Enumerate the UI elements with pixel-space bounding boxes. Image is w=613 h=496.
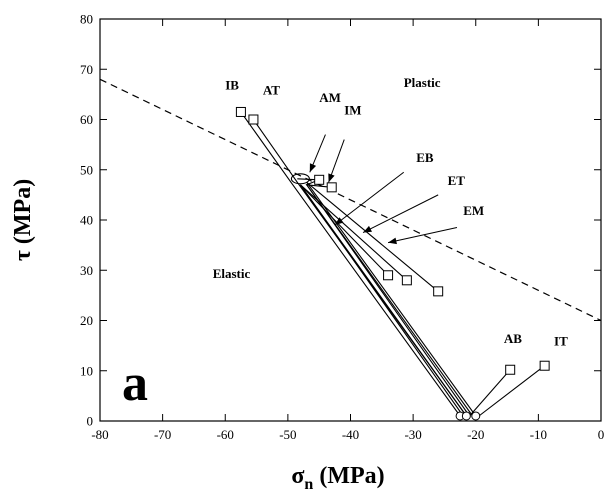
- x-axis-label-subscript: n: [304, 476, 313, 493]
- arrows: [309, 134, 458, 245]
- envelope-line: [99, 78, 602, 322]
- region-label-plastic: Plastic: [404, 75, 441, 90]
- series-am-path: [297, 178, 470, 417]
- x-tick-label-2: -60: [217, 427, 234, 442]
- series-im-path: [305, 184, 474, 417]
- plot-frame: [99, 18, 602, 422]
- y-tick-label-6: 60: [80, 112, 93, 127]
- series-em-path: [306, 181, 477, 417]
- arrow-head-2: [334, 217, 344, 226]
- x-tick-label-4: -40: [342, 427, 359, 442]
- square-marker-6: [433, 286, 444, 297]
- label-it: IT: [554, 334, 568, 349]
- square-marker-1: [248, 114, 259, 125]
- label-at: AT: [263, 82, 280, 97]
- series-ab-path: [469, 369, 511, 417]
- x-tick-label-8: 0: [598, 427, 605, 442]
- arrow-head-4: [388, 237, 397, 245]
- label-eb: EB: [416, 150, 434, 165]
- panel-label: a: [122, 355, 148, 412]
- square-marker-5: [401, 275, 412, 286]
- label-ib: IB: [225, 77, 239, 92]
- label-am: AM: [319, 90, 341, 105]
- x-tick-label-0: -80: [91, 427, 108, 442]
- loop-ellipse: [290, 173, 310, 185]
- y-tick-label-8: 80: [80, 12, 93, 27]
- failure-envelope: [99, 78, 602, 322]
- square-marker-0: [235, 106, 246, 117]
- label-em: EM: [463, 203, 484, 218]
- circle-marker-2: [471, 411, 481, 421]
- y-tick-label-3: 30: [80, 263, 93, 278]
- square-marker-4: [383, 270, 394, 281]
- square-marker-7: [505, 364, 516, 375]
- x-axis-label-symbol: σ: [291, 463, 304, 489]
- x-axis-label-unit: (MPa): [313, 463, 384, 489]
- circle-marker-1: [461, 411, 471, 421]
- x-tick-label-7: -10: [530, 427, 547, 442]
- label-im: IM: [344, 102, 361, 117]
- y-tick-label-2: 20: [80, 313, 93, 328]
- label-et: ET: [448, 173, 466, 188]
- x-axis-label: σn (MPa): [291, 463, 384, 493]
- y-tick-label-4: 40: [80, 213, 93, 228]
- y-axis-label: τ (MPa): [10, 179, 36, 261]
- arrow-head-1: [328, 173, 335, 183]
- axis-ticks: -80 -70 -60 -50 -40 -30 -20 -10 0 0 10 20 30 40 50 60 70…: [80, 12, 604, 443]
- arrow-line-4: [387, 227, 458, 244]
- arrow-head-3: [363, 225, 372, 233]
- markers: [235, 106, 550, 421]
- square-marker-2: [314, 174, 325, 185]
- series-et-path: [299, 184, 467, 417]
- arrow-head-0: [309, 163, 317, 173]
- square-marker-3: [326, 182, 337, 193]
- y-tick-label-1: 10: [80, 363, 93, 378]
- x-tick-label-1: -70: [154, 427, 171, 442]
- label-ab: AB: [504, 331, 522, 346]
- x-tick-label-5: -30: [404, 427, 421, 442]
- y-tick-label-0: 0: [87, 414, 94, 429]
- series-ib-path: [240, 111, 461, 417]
- square-marker-8: [539, 360, 550, 371]
- arrow-line-3: [362, 194, 439, 234]
- series-it-path: [478, 365, 545, 417]
- region-label-elastic: Elastic: [213, 266, 251, 281]
- arrow-line-2: [334, 171, 405, 226]
- y-tick-label-5: 50: [80, 162, 93, 177]
- x-tick-label-6: -20: [467, 427, 484, 442]
- x-tick-label-3: -50: [279, 427, 296, 442]
- series-lines: [240, 111, 545, 417]
- y-tick-label-7: 70: [80, 62, 93, 77]
